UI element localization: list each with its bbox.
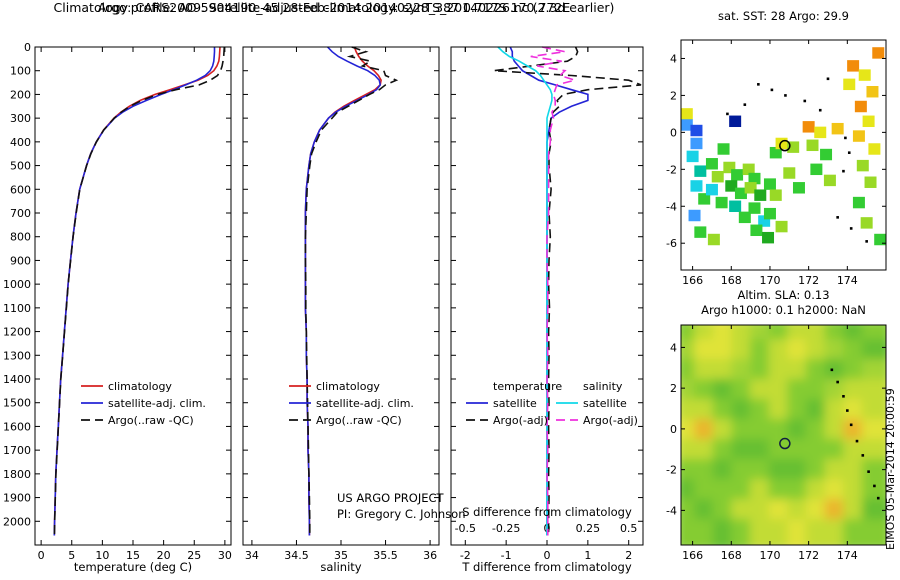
temperature-axis-label: temperature (deg C): [73, 560, 193, 574]
sla-map-title: Altim. SLA: 0.13: [737, 288, 830, 302]
svg-text:1400: 1400: [3, 373, 31, 386]
svg-text:Argo(-adj): Argo(-adj): [493, 414, 548, 427]
svg-text:1600: 1600: [3, 420, 31, 433]
svg-text:400: 400: [10, 136, 31, 149]
salinity-axis-label: salinity: [320, 560, 362, 574]
svg-text:Argo(..raw -QC): Argo(..raw -QC): [108, 414, 194, 427]
svg-text:2: 2: [625, 549, 632, 562]
svg-text:900: 900: [10, 254, 31, 267]
svg-text:174: 174: [837, 549, 858, 562]
svg-text:-4: -4: [666, 504, 677, 517]
svg-text:100: 100: [10, 65, 31, 78]
salinity-profile-panel: 34 34.5 35 35.5 36 climatology satellite-adj. …: [242, 46, 440, 562]
svg-text:0: 0: [670, 423, 677, 436]
timestamp-side-note: EIMOS 05-Mar-2014 20:00:59: [884, 388, 897, 550]
svg-text:-0.5: -0.5: [455, 522, 476, 535]
svg-text:-6: -6: [666, 237, 677, 250]
svg-text:satellite: satellite: [493, 397, 537, 410]
svg-text:170: 170: [759, 274, 780, 287]
svg-text:0: 0: [38, 549, 45, 562]
svg-text:10: 10: [95, 549, 109, 562]
svg-text:700: 700: [10, 207, 31, 220]
svg-text:climatology: climatology: [108, 380, 172, 393]
svg-text:36: 36: [423, 549, 437, 562]
sla-map-subtitle: Argo h1000: 0.1 h2000: NaN: [701, 303, 866, 317]
svg-text:-2: -2: [666, 464, 677, 477]
svg-text:-0.25: -0.25: [492, 522, 520, 535]
temperature-profile-panel: 0 5 10 15 20 25 300100200300400500600700800900…: [3, 41, 232, 562]
svg-text:1700: 1700: [3, 444, 31, 457]
svg-text:15: 15: [126, 549, 140, 562]
svg-text:0: 0: [670, 126, 677, 139]
svg-text:1500: 1500: [3, 397, 31, 410]
svg-text:0: 0: [544, 549, 551, 562]
svg-text:172: 172: [798, 274, 819, 287]
svg-text:4: 4: [670, 52, 677, 65]
sst-map-panel: 166 168 170 172 174 -6 -4 -2 0 2 4: [666, 39, 887, 287]
svg-text:4: 4: [670, 341, 677, 354]
svg-text:1800: 1800: [3, 468, 31, 481]
svg-text:5: 5: [68, 549, 75, 562]
sdiff-axis-label: S difference from climatology: [462, 505, 632, 519]
svg-text:2000: 2000: [3, 515, 31, 528]
project-note: US ARGO PROJECT: [337, 491, 444, 505]
svg-text:1100: 1100: [3, 302, 31, 315]
figure-title-line2: Climatology: CARS2009. Satellite-adjuste…: [53, 0, 615, 15]
svg-text:166: 166: [682, 274, 703, 287]
svg-text:Argo(-adj): Argo(-adj): [583, 414, 638, 427]
svg-text:0.5: 0.5: [620, 522, 638, 535]
svg-text:-1: -1: [501, 549, 512, 562]
svg-text:0: 0: [24, 41, 31, 54]
svg-text:satellite-adj. clim.: satellite-adj. clim.: [108, 397, 206, 410]
svg-text:172: 172: [798, 549, 819, 562]
svg-text:0.25: 0.25: [576, 522, 601, 535]
svg-text:2: 2: [670, 382, 677, 395]
svg-text:800: 800: [10, 231, 31, 244]
svg-text:34: 34: [245, 549, 259, 562]
svg-text:-2: -2: [666, 163, 677, 176]
svg-text:1300: 1300: [3, 349, 31, 362]
sla-map-panel: 166 168 170 172 174 -4 -2 0 2 4: [666, 324, 887, 562]
svg-text:1000: 1000: [3, 278, 31, 291]
svg-text:2: 2: [670, 89, 677, 102]
svg-text:600: 600: [10, 183, 31, 196]
svg-text:-2: -2: [460, 549, 471, 562]
svg-text:1900: 1900: [3, 492, 31, 505]
svg-text:climatology: climatology: [316, 380, 380, 393]
svg-text:salinity: salinity: [583, 380, 623, 393]
svg-text:25: 25: [187, 549, 201, 562]
svg-text:temperature: temperature: [493, 380, 562, 393]
svg-text:35: 35: [334, 549, 348, 562]
svg-text:-4: -4: [666, 200, 677, 213]
figure-title-line1: Argo profile: AO 5904190_45 28-Feb-2014 …: [97, 0, 571, 15]
svg-text:168: 168: [721, 274, 742, 287]
svg-text:200: 200: [10, 88, 31, 101]
svg-text:168: 168: [721, 549, 742, 562]
pi-note: PI: Gregory C. Johnson: [337, 507, 466, 521]
svg-text:satellite: satellite: [583, 397, 627, 410]
svg-text:174: 174: [837, 274, 858, 287]
svg-text:500: 500: [10, 160, 31, 173]
svg-text:1: 1: [584, 549, 591, 562]
svg-text:satellite-adj. clim.: satellite-adj. clim.: [316, 397, 414, 410]
sst-map-title: sat. SST: 28 Argo: 29.9: [718, 9, 849, 23]
svg-text:300: 300: [10, 112, 31, 125]
svg-text:Argo(..raw -QC): Argo(..raw -QC): [316, 414, 402, 427]
svg-text:20: 20: [157, 549, 171, 562]
svg-text:166: 166: [682, 549, 703, 562]
svg-text:35.5: 35.5: [373, 549, 398, 562]
tdiff-axis-label: T difference from climatology: [462, 560, 632, 574]
svg-text:170: 170: [759, 549, 780, 562]
svg-text:34.5: 34.5: [284, 549, 309, 562]
svg-text:30: 30: [218, 549, 232, 562]
svg-text:1200: 1200: [3, 326, 31, 339]
